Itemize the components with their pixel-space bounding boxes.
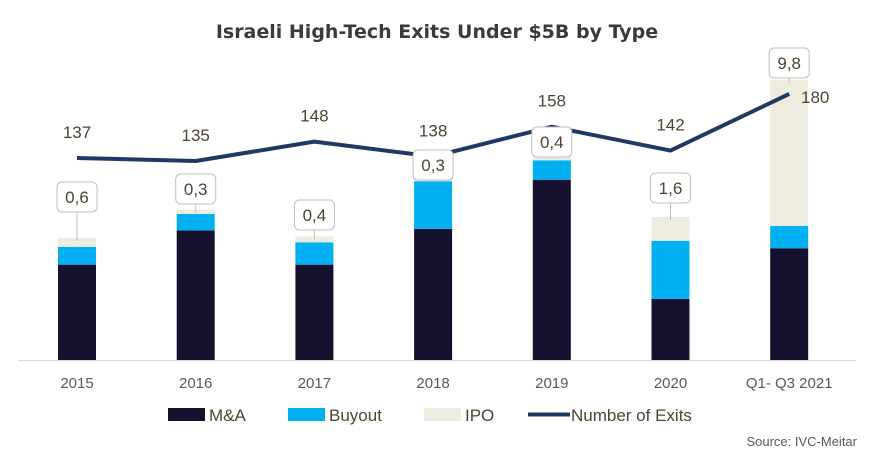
x-tick-label: 2016: [179, 375, 212, 392]
ipo-data-label: 0,4: [303, 206, 327, 225]
x-tick-label: 2015: [60, 375, 93, 392]
bar-ma-0: [58, 264, 96, 360]
legend-item-buyout: Buyout: [288, 406, 382, 425]
legend-label: IPO: [465, 406, 494, 425]
callout-box: [175, 173, 217, 205]
ipo-data-label: 0,6: [65, 188, 89, 207]
ipo-callouts: 0,6 0,3 0,4 0,3 0,4 1,6 9,8: [56, 47, 810, 241]
exits-data-label: 142: [656, 116, 684, 135]
legend-item-ipo: IPO: [424, 406, 494, 425]
ipo-data-label: 0,3: [184, 180, 208, 199]
x-tick-label: 2019: [535, 375, 568, 392]
bar-buyout-3: [414, 181, 453, 229]
bar-ma-6: [770, 248, 809, 360]
x-tick-label: 2018: [416, 375, 449, 392]
bar-buyout-0: [58, 246, 96, 265]
bar-ipo-6: [770, 79, 809, 226]
bar-ipo-0: [58, 237, 96, 247]
legend-label: Number of Exits: [571, 406, 692, 425]
bar-ma-4: [532, 179, 571, 360]
bar-buyout-6: [770, 225, 809, 249]
bar-ma-1: [176, 230, 215, 360]
bar-ma-5: [651, 298, 690, 360]
ipo-data-label: 9,8: [777, 54, 801, 73]
callout-box: [293, 199, 335, 231]
callout-box: [56, 181, 98, 213]
bar-buyout-2: [295, 242, 334, 265]
legend-label: M&A: [209, 406, 247, 425]
bar-buyout-5: [651, 240, 690, 299]
bar-buyout-4: [532, 160, 571, 180]
callout-box: [768, 47, 810, 79]
legend-swatch: [168, 408, 205, 421]
exits-data-label: 135: [182, 126, 210, 145]
ipo-data-label: 1,6: [659, 179, 683, 198]
legend-item-numberofexits: Number of Exits: [528, 406, 692, 425]
ipo-data-label: 0,4: [540, 133, 564, 152]
exits-data-label: 137: [63, 123, 91, 142]
callout-box: [650, 172, 691, 204]
legend-swatch: [424, 408, 461, 421]
x-axis-ticks: 2015 2016 2017 2018 2019 2020 Q1- Q3 2021: [60, 375, 832, 392]
x-tick-label: Q1- Q3 2021: [746, 375, 833, 392]
source-note: Source: IVC-Meitar: [746, 434, 857, 449]
callout-box: [531, 126, 573, 158]
legend: M&A Buyout IPO Number of Exits: [168, 406, 692, 425]
exits-data-label: 138: [419, 122, 447, 141]
chart-title: Israeli High-Tech Exits Under $5B by Typ…: [216, 21, 658, 43]
x-tick-label: 2017: [298, 375, 331, 392]
bar-buyout-1: [176, 213, 215, 231]
exits-data-label: 180: [801, 88, 829, 107]
bar-ma-3: [414, 228, 453, 360]
legend-swatch: [288, 408, 325, 421]
bar-ipo-5: [651, 216, 690, 241]
callout-box: [412, 149, 454, 181]
exits-data-label: 148: [300, 107, 328, 126]
legend-item-ma: M&A: [168, 406, 247, 425]
x-tick-label: 2020: [654, 375, 687, 392]
bar-ma-2: [295, 264, 334, 360]
ipo-data-label: 0,3: [421, 156, 445, 175]
legend-label: Buyout: [329, 406, 382, 425]
bars: [58, 79, 809, 360]
exits-data-label: 158: [538, 92, 566, 111]
